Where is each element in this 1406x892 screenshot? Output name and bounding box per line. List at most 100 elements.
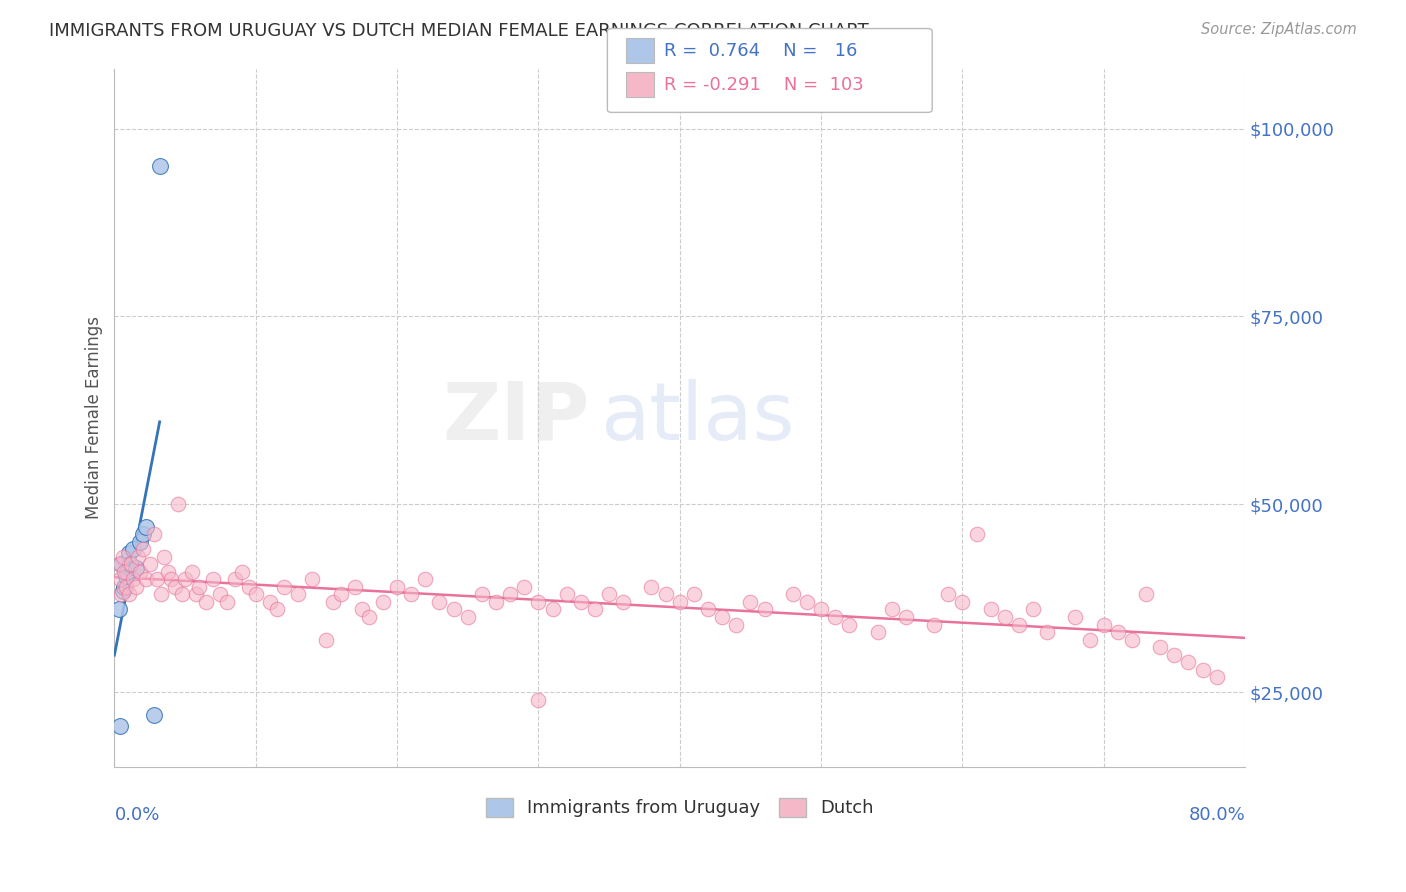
Point <box>114 568 136 582</box>
Point <box>936 587 959 601</box>
Point <box>124 580 146 594</box>
Point <box>108 719 131 733</box>
Point <box>1022 602 1045 616</box>
Point <box>824 610 846 624</box>
Point <box>1036 625 1059 640</box>
Point <box>1177 655 1199 669</box>
Point <box>238 580 260 594</box>
Point <box>485 595 508 609</box>
Point <box>273 580 295 594</box>
Point <box>682 587 704 601</box>
Point <box>754 602 776 616</box>
Point <box>894 610 917 624</box>
Point <box>107 558 129 572</box>
Point <box>1092 617 1115 632</box>
Text: IMMIGRANTS FROM URUGUAY VS DUTCH MEDIAN FEMALE EARNINGS CORRELATION CHART: IMMIGRANTS FROM URUGUAY VS DUTCH MEDIAN … <box>49 22 869 40</box>
Point <box>527 595 550 609</box>
Point <box>165 580 187 594</box>
Point <box>120 558 142 572</box>
Point <box>541 602 564 616</box>
Point <box>150 587 173 601</box>
Point <box>153 549 176 564</box>
Point <box>371 595 394 609</box>
Point <box>315 632 337 647</box>
Point <box>245 587 267 601</box>
Point <box>146 573 169 587</box>
Point <box>110 558 132 572</box>
Point <box>160 573 183 587</box>
Point <box>343 580 366 594</box>
Point <box>415 573 437 587</box>
Point <box>697 602 720 616</box>
Point <box>259 595 281 609</box>
Point <box>866 625 889 640</box>
Legend: Immigrants from Uruguay, Dutch: Immigrants from Uruguay, Dutch <box>478 791 880 824</box>
Point <box>174 573 197 587</box>
Point <box>429 595 451 609</box>
Point <box>186 587 208 601</box>
Point <box>167 497 190 511</box>
Point <box>583 602 606 616</box>
Point <box>1121 632 1143 647</box>
Point <box>181 565 204 579</box>
Point <box>350 602 373 616</box>
Point <box>980 602 1002 616</box>
Point <box>118 558 141 572</box>
Point <box>1008 617 1031 632</box>
Point <box>217 595 239 609</box>
Point <box>134 573 156 587</box>
Point <box>950 595 973 609</box>
Point <box>322 595 344 609</box>
Point <box>1149 640 1171 654</box>
Point <box>1191 663 1213 677</box>
Point <box>1064 610 1087 624</box>
Point <box>838 617 860 632</box>
Point <box>399 587 422 601</box>
Point <box>131 542 153 557</box>
Point <box>112 565 135 579</box>
Point <box>385 580 408 594</box>
Point <box>124 561 146 575</box>
Point <box>115 565 138 579</box>
Point <box>1078 632 1101 647</box>
Point <box>114 580 136 594</box>
Point <box>880 602 903 616</box>
Point <box>110 587 132 601</box>
Point <box>112 580 135 594</box>
Point <box>127 549 149 564</box>
Point <box>513 580 536 594</box>
Point <box>266 602 288 616</box>
Point <box>457 610 479 624</box>
Point <box>598 587 620 601</box>
Point <box>139 558 162 572</box>
Point <box>128 534 150 549</box>
Point <box>810 602 832 616</box>
Point <box>131 527 153 541</box>
Point <box>1135 587 1157 601</box>
Point <box>231 565 253 579</box>
Point <box>654 587 676 601</box>
Point <box>1205 670 1227 684</box>
Point <box>668 595 690 609</box>
Point <box>499 587 522 601</box>
Point <box>143 707 166 722</box>
Point <box>117 546 139 560</box>
Text: 0.0%: 0.0% <box>114 805 160 823</box>
Point <box>740 595 762 609</box>
Point <box>443 602 465 616</box>
Point <box>612 595 634 609</box>
Point <box>922 617 945 632</box>
Point <box>172 587 194 601</box>
Point <box>329 587 352 601</box>
Point <box>157 565 180 579</box>
Point <box>782 587 804 601</box>
Point <box>108 573 131 587</box>
Point <box>471 587 494 601</box>
Point <box>569 595 592 609</box>
Point <box>1107 625 1129 640</box>
Point <box>966 527 988 541</box>
Point <box>287 587 309 601</box>
Point <box>527 692 550 706</box>
Point <box>188 580 211 594</box>
Point <box>117 587 139 601</box>
